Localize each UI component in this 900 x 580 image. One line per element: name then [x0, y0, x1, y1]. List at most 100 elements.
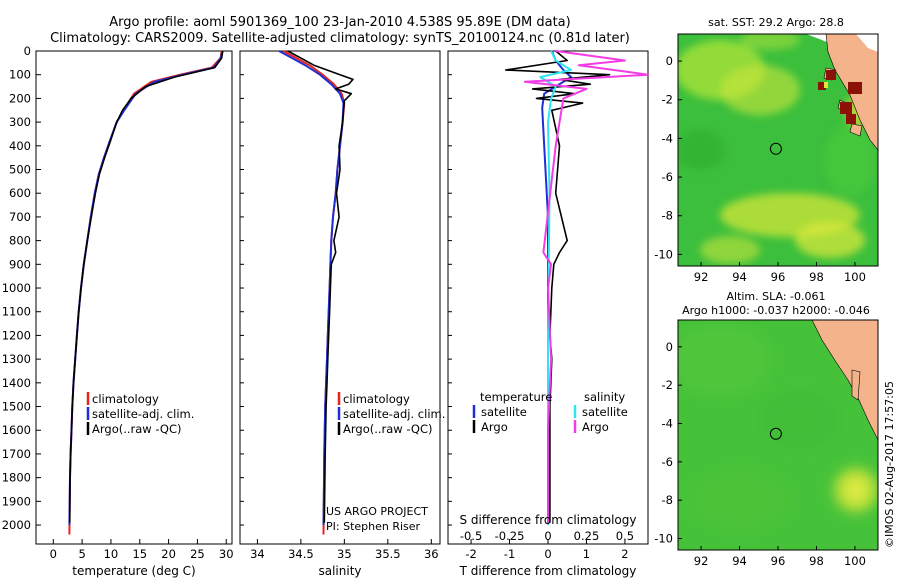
y-tick-label: 200: [9, 91, 31, 105]
title-line-1: Argo profile: aoml 5901369_100 23-Jan-20…: [109, 15, 570, 30]
sst-map-axes: 92 94 96 98 100 0 -2 -4 -6 -8 -10: [654, 54, 866, 284]
map-y-tick-label: -8: [662, 209, 673, 223]
y-tick-label: 1600: [2, 423, 31, 437]
map-x-tick-label: 96: [771, 554, 786, 568]
y-tick-label: 1800: [2, 471, 31, 485]
argo-location-marker: [769, 142, 782, 155]
s-tick-label: 0: [544, 529, 551, 543]
legend-label-argo: Argo(..raw -QC): [92, 422, 182, 436]
legend-label-sat: satellite-adj. clim.: [343, 407, 445, 421]
y-tick-label: 1500: [2, 400, 31, 414]
salinity-panel-frame: [239, 50, 441, 545]
y-tick-label: 300: [9, 115, 31, 129]
y-tick-label: 0: [24, 44, 31, 58]
temperature-axes: 0 5 10 15 20 25 300100200300400500600700800900…: [2, 44, 234, 561]
s-tick-label: -0.25: [495, 529, 525, 543]
legend-label-t-argo: Argo: [481, 420, 508, 434]
sla-map-field: [678, 320, 878, 550]
y-tick-label: 1300: [2, 352, 31, 366]
legend-label-clim: climatology: [343, 392, 410, 406]
legend-label-s-sat: satellite: [582, 405, 628, 419]
argo-location-marker: [769, 427, 782, 440]
x-tick-label: 35.5: [375, 547, 401, 561]
map-y-tick-label: -6: [662, 170, 673, 184]
temperature-xlabel: temperature (deg C): [72, 564, 195, 578]
map-y-tick-label: -4: [662, 131, 673, 145]
x-tick-label: 2: [621, 547, 628, 561]
map-x-tick-label: 100: [844, 270, 866, 284]
map-y-tick-label: -6: [662, 455, 673, 469]
imos-credit: ©IMOS 02-Aug-2017 17:57:05: [883, 381, 896, 548]
s-tick-label: -0.5: [460, 529, 482, 543]
series-line-1: [68, 50, 223, 535]
map-x-tick-label: 92: [694, 554, 709, 568]
temperature-series: [68, 50, 224, 535]
legend-label-clim: climatology: [92, 392, 159, 406]
series-line-3: [68, 50, 224, 523]
x-tick-label: 35: [337, 547, 352, 561]
map-x-tick-label: 100: [844, 554, 866, 568]
series-line-2: [504, 50, 611, 523]
y-tick-label: 900: [9, 257, 31, 271]
y-tick-label: 1000: [2, 281, 31, 295]
salinity-xlabel: salinity: [318, 564, 361, 578]
x-tick-label: 30: [219, 547, 234, 561]
project-name: US ARGO PROJECT: [326, 505, 428, 518]
x-tick-label: 0: [50, 547, 57, 561]
x-tick-label: 25: [190, 547, 205, 561]
map-y-tick-label: 0: [666, 54, 673, 68]
map-y-tick-label: -4: [662, 417, 673, 431]
map-x-tick-label: 98: [809, 554, 824, 568]
y-tick-label: 800: [9, 234, 31, 248]
y-tick-label: 2000: [2, 518, 31, 532]
x-tick-label: -2: [465, 547, 476, 561]
map-y-tick-label: 0: [666, 340, 673, 354]
y-tick-label: 500: [9, 163, 31, 177]
temperature-legend: climatology satellite-adj. clim. Argo(..…: [86, 392, 194, 436]
x-tick-label: 36: [424, 547, 439, 561]
series-line-1: [283, 50, 346, 535]
legend-header-salinity: salinity: [584, 390, 625, 404]
y-tick-label: 700: [9, 210, 31, 224]
difference-series: [504, 50, 649, 525]
t-difference-xlabel: T difference from climatology: [459, 564, 637, 578]
difference-axes: -2 -1 0 1 2 -0.5 -0.25 0 0.25 0.5: [448, 50, 634, 561]
y-tick-label: 1400: [2, 376, 31, 390]
series-line-2: [68, 50, 224, 526]
series-line-4: [523, 50, 649, 523]
salinity-series: [278, 50, 354, 535]
map-y-tick-label: -2: [662, 378, 673, 392]
y-tick-label: 1900: [2, 494, 31, 508]
s-tick-label: 0.5: [616, 529, 634, 543]
legend-label-t-sat: satellite: [481, 405, 527, 419]
difference-legend: temperature salinity satellite Argo sate…: [472, 390, 628, 434]
legend-header-temperature: temperature: [480, 390, 552, 404]
salinity-legend: climatology satellite-adj. clim. Argo(..…: [337, 392, 445, 436]
x-tick-label: -1: [504, 547, 515, 561]
legend-label-s-argo: Argo: [582, 420, 609, 434]
x-tick-label: 15: [132, 547, 147, 561]
x-tick-label: 20: [161, 547, 176, 561]
map-y-tick-label: -8: [662, 493, 673, 507]
x-tick-label: 0: [544, 547, 551, 561]
map-x-tick-label: 92: [694, 270, 709, 284]
y-tick-label: 100: [9, 68, 31, 82]
x-tick-label: 10: [104, 547, 119, 561]
map-y-tick-label: -10: [654, 247, 673, 261]
y-tick-label: 1700: [2, 447, 31, 461]
s-difference-label: S difference from climatology: [460, 513, 637, 527]
series-line-1: [541, 50, 573, 525]
s-tick-label: 0.25: [574, 529, 600, 543]
y-tick-label: 1200: [2, 328, 31, 342]
series-line-2: [278, 50, 345, 526]
project-pi: PI: Stephen Riser: [326, 520, 421, 533]
map-y-tick-label: -2: [662, 93, 673, 107]
temperature-panel-frame: [35, 50, 233, 545]
y-tick-label: 600: [9, 186, 31, 200]
legend-label-argo: Argo(..raw -QC): [343, 422, 433, 436]
sla-map-axes: 92 94 96 98 100 0 -2 -4 -6 -8 -10: [654, 340, 866, 568]
salinity-axes: 34 34.5 35 35.5 36: [240, 50, 439, 561]
series-line-3: [287, 50, 354, 523]
series-line-3: [539, 50, 573, 525]
title-line-2: Climatology: CARS2009. Satellite-adjuste…: [50, 31, 630, 46]
